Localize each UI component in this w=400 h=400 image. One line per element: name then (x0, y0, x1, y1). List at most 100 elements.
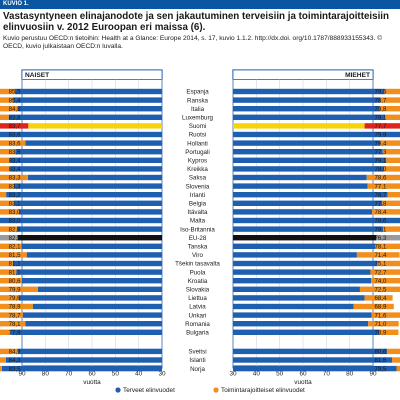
total-label-naiset-kypros: 83,4 (9, 158, 21, 165)
total-label-naiset-liettua: 79,6 (9, 295, 21, 302)
bar-healthy-naiset-latvia (32, 303, 162, 310)
total-label-miehet-hollanti: 79,4 (375, 140, 387, 147)
total-label-miehet-slovenia: 77,1 (375, 183, 387, 190)
bar-healthy-miehet-portugali (233, 149, 383, 155)
bar-limitation-miehet-islanti (392, 357, 400, 363)
bar-limitation-naiset-puola (0, 269, 17, 275)
bar-limitation-miehet-kroatia (371, 278, 400, 284)
bar-healthy-miehet-itävalta (233, 209, 373, 215)
bar-limitation-miehet-portugali (382, 149, 400, 155)
bar-limitation-naiset-viro (0, 252, 27, 258)
bar-healthy-naiset-italia (18, 106, 163, 112)
category-label-suomi: Suomi (189, 123, 207, 130)
total-label-naiset-ranska: 85,4 (9, 97, 21, 104)
bar-limitation-miehet-latvia (353, 303, 394, 310)
legend-label-limitation: Toimintarajoitteiset elinvuodet (221, 387, 305, 394)
category-label-iso-britannia: Iso-Britannia (180, 226, 215, 233)
total-label-miehet-norja: 79,5 (375, 366, 387, 373)
bar-healthy-naiset-iso-britannia (16, 226, 162, 232)
total-label-miehet-eu-28: 76,3 (375, 235, 387, 242)
bar-limitation-naiset-bulgaria (0, 329, 11, 335)
bar-healthy-miehet-iso-britannia (233, 226, 384, 232)
category-label-malta: Malta (190, 218, 206, 225)
bar-limitation-miehet-iso-britannia (383, 226, 400, 232)
category-label-norja: Norja (190, 366, 205, 373)
category-label-kypros: Kypros (188, 158, 207, 165)
total-label-miehet-kreikka: 78,0 (375, 166, 387, 173)
bar-limitation-miehet-romania (368, 321, 399, 327)
bar-healthy-naiset-ruotsi (0, 131, 162, 138)
total-label-naiset-tšekin-tasavalta: 81,1 (9, 261, 21, 268)
bar-limitation-naiset-belgia (0, 200, 15, 206)
category-label-slovenia: Slovenia (186, 183, 210, 190)
category-label-portugali: Portugali (185, 149, 209, 156)
bar-healthy-naiset-kreikka (10, 166, 162, 172)
bar-limitation-naiset-luxemburg (0, 114, 9, 120)
total-label-miehet-luxemburg: 79,1 (375, 115, 387, 122)
total-label-miehet-suomi: 77,7 (375, 123, 387, 130)
bar-healthy-miehet-sveitsi (233, 348, 388, 355)
bar-limitation-miehet-italia (379, 106, 400, 112)
bar-limitation-miehet-bulgaria (379, 329, 399, 335)
bar-healthy-naiset-ranska (13, 97, 163, 103)
total-label-naiset-ruotsi: 83,6 (9, 132, 21, 139)
total-label-naiset-irlanti: 83,2 (9, 192, 21, 199)
total-label-naiset-norja: 83,5 (9, 366, 21, 373)
bar-limitation-naiset-portugali (0, 149, 16, 155)
total-label-miehet-latvia: 68,9 (375, 304, 387, 311)
bar-limitation-naiset-romania (0, 321, 26, 327)
total-label-miehet-saksa: 78,6 (375, 175, 387, 182)
total-label-miehet-romania: 71,0 (375, 321, 387, 328)
bar-limitation-naiset-irlanti (0, 192, 7, 198)
total-label-miehet-espanja: 79,5 (375, 89, 387, 96)
bar-limitation-naiset-saksa (0, 174, 28, 181)
total-label-miehet-liettua: 68,4 (375, 295, 387, 302)
total-label-miehet-kypros: 79,1 (375, 158, 387, 165)
x-tick-label-miehet-5: 80 (346, 371, 354, 378)
bar-limitation-miehet-tšekin-tasavalta (377, 260, 400, 267)
category-label-latvia: Latvia (189, 304, 206, 311)
category-label-ruotsi: Ruotsi (189, 132, 207, 139)
category-label-irlanti: Irlanti (190, 192, 205, 199)
bar-limitation-miehet-eu-28 (376, 235, 400, 241)
total-label-naiset-portugali: 83,6 (9, 149, 21, 156)
total-label-miehet-portugali: 77,3 (375, 149, 387, 156)
bar-limitation-miehet-luxemburg (384, 114, 400, 120)
bar-limitation-naiset-espanja (0, 88, 15, 95)
bar-healthy-naiset-tanska (21, 243, 163, 249)
bar-limitation-miehet-belgia (382, 200, 400, 206)
bar-limitation-miehet-norja (396, 365, 400, 372)
bar-healthy-miehet-viro (233, 252, 357, 258)
x-tick-label-miehet-3: 60 (299, 371, 307, 378)
total-label-naiset-iso-britannia: 82,8 (9, 226, 21, 233)
x-tick-label-naiset-5: 40 (135, 371, 143, 378)
bar-limitation-naiset-ranska (0, 97, 14, 103)
x-tick-label-naiset-2: 70 (65, 371, 73, 378)
x-tick-label-miehet-6: 90 (369, 371, 377, 378)
total-label-naiset-bulgaria: 77,9 (9, 330, 21, 337)
bar-healthy-miehet-luxemburg (233, 114, 385, 120)
x-tick-label-naiset-1: 80 (42, 371, 50, 378)
bar-healthy-naiset-liettua (18, 295, 162, 301)
bar-limitation-miehet-espanja (384, 88, 400, 95)
chart-source: Kuvio perustuu OECD:n tietoihin: Health … (3, 35, 383, 50)
total-label-miehet-italia: 79,8 (375, 106, 387, 113)
legend-label-healthy: Terveet elinvuodet (123, 387, 175, 394)
x-tick-label-naiset-6: 30 (158, 371, 166, 378)
category-label-puola: Puola (190, 269, 206, 276)
bar-limitation-miehet-puola (370, 269, 400, 275)
bar-healthy-miehet-liettua (233, 295, 365, 301)
bar-healthy-miehet-islanti (233, 357, 393, 363)
bar-limitation-naiset-slovakia (0, 286, 38, 292)
total-label-miehet-tšekin-tasavalta: 75,1 (375, 261, 387, 268)
bar-limitation-naiset-unkari (0, 312, 23, 318)
bar-healthy-miehet-norja (233, 365, 397, 372)
bar-limitation-naiset-tanska (0, 243, 22, 249)
total-label-naiset-unkari: 78,7 (9, 312, 21, 319)
total-label-miehet-malta: 78,6 (375, 218, 387, 225)
total-label-naiset-sveitsi: 84,9 (9, 349, 21, 356)
bar-healthy-naiset-slovakia (37, 286, 162, 292)
total-label-naiset-luxemburg: 83,8 (9, 115, 21, 122)
x-tick-label-miehet-2: 50 (276, 371, 284, 378)
category-label-hollanti: Hollanti (187, 140, 208, 147)
